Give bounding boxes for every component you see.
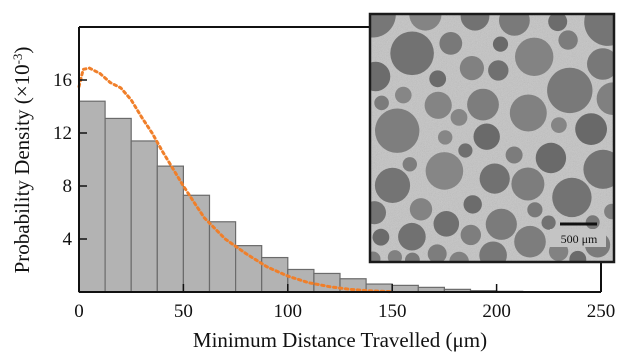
histogram-bar-2 bbox=[104, 117, 132, 293]
histogram-bar-6 bbox=[208, 221, 237, 293]
histogram-bar-10 bbox=[313, 272, 341, 293]
scale-bar-label-background bbox=[550, 229, 606, 247]
inset-border bbox=[368, 12, 616, 264]
inset-particle bbox=[409, 14, 442, 31]
histogram-bar-1 bbox=[78, 100, 106, 293]
inset-particle bbox=[402, 157, 417, 172]
inset-particle bbox=[479, 241, 507, 262]
x-tick-label-150: 150 bbox=[378, 301, 407, 322]
y-tick-label-4: 4 bbox=[63, 229, 73, 250]
inset-particle bbox=[375, 108, 420, 153]
inset-particle bbox=[584, 14, 614, 46]
density-curve-line bbox=[77, 66, 394, 294]
histogram-bar-5 bbox=[182, 194, 211, 293]
inset-particle bbox=[405, 252, 420, 262]
inset-particle bbox=[398, 222, 426, 251]
inset-particle bbox=[460, 14, 490, 31]
inset-particle bbox=[374, 167, 411, 203]
inset-particle bbox=[387, 250, 402, 262]
inset-particle bbox=[409, 198, 433, 221]
y-tick-label-16: 16 bbox=[53, 70, 72, 91]
y-tick-label-12: 12 bbox=[53, 123, 72, 144]
inset-particle bbox=[596, 82, 614, 115]
inset-particle bbox=[390, 31, 434, 76]
inset-particle bbox=[429, 70, 447, 88]
inset-particle bbox=[458, 143, 473, 158]
x-tick-label-100: 100 bbox=[274, 301, 303, 322]
x-tick-label-200: 200 bbox=[482, 301, 511, 322]
inset-particle bbox=[585, 215, 600, 230]
inset-particle bbox=[541, 215, 556, 230]
inset-particle bbox=[438, 130, 453, 145]
x-tick-label-50: 50 bbox=[174, 301, 193, 322]
inset-particle bbox=[479, 163, 510, 194]
inset-particle bbox=[370, 14, 396, 38]
inset-particle bbox=[460, 224, 481, 246]
inset-particle bbox=[370, 251, 381, 262]
inset-particle bbox=[509, 94, 547, 132]
x-tick-label-0: 0 bbox=[74, 301, 84, 322]
inset-particle bbox=[425, 152, 464, 190]
inset-particle bbox=[488, 60, 509, 81]
inset-particle bbox=[463, 195, 482, 214]
inset-particle bbox=[552, 177, 592, 218]
inset-particle bbox=[499, 14, 530, 36]
inset-particle bbox=[511, 167, 545, 201]
inset-particle bbox=[433, 211, 460, 237]
inset-particle bbox=[527, 202, 543, 218]
inset-particle bbox=[450, 109, 468, 126]
inset-particle bbox=[514, 225, 546, 258]
inset-particle bbox=[427, 244, 447, 262]
inset-particle bbox=[374, 95, 389, 111]
inset-particle bbox=[424, 91, 452, 119]
inset-particle bbox=[473, 123, 500, 150]
inset-particle bbox=[370, 201, 386, 225]
inset-particle bbox=[505, 146, 523, 164]
scale-bar-label: 500 μm bbox=[561, 232, 598, 246]
y-axis-ticks: 4 8 12 16 bbox=[53, 70, 87, 250]
inset-micrograph: 500 μm bbox=[368, 12, 616, 264]
histogram-bar-4 bbox=[156, 165, 185, 293]
inset-particle bbox=[449, 251, 469, 262]
inset-particle bbox=[492, 36, 509, 52]
inset-particle bbox=[558, 30, 578, 50]
x-axis-title: Minimum Distance Travelled (μm) bbox=[193, 328, 487, 352]
histogram-bar-3 bbox=[130, 140, 158, 293]
inset-particle bbox=[547, 67, 593, 114]
inset-particle bbox=[370, 61, 391, 92]
inset-particle bbox=[372, 228, 390, 246]
x-tick-label-250: 250 bbox=[587, 301, 616, 322]
inset-particle bbox=[485, 208, 517, 240]
inset-particle bbox=[395, 86, 412, 104]
inset-particle bbox=[548, 14, 568, 32]
inset-particle bbox=[535, 142, 567, 174]
histogram-bars bbox=[78, 100, 524, 293]
inset-particle bbox=[569, 250, 587, 262]
y-axis-title-exponent: -3 bbox=[10, 54, 25, 65]
inset-particle bbox=[604, 203, 614, 220]
y-axis-title: Probability Density (×10-3) bbox=[10, 47, 35, 274]
inset-particle bbox=[467, 88, 499, 121]
inset-particle bbox=[583, 149, 614, 189]
inset-particle bbox=[515, 37, 554, 76]
inset-particle bbox=[551, 117, 567, 133]
y-tick-label-8: 8 bbox=[63, 176, 73, 197]
inset-particle bbox=[439, 32, 463, 55]
inset-particles bbox=[370, 14, 614, 262]
inset-particle bbox=[459, 56, 484, 81]
histogram-bar-7 bbox=[235, 245, 263, 293]
inset-particle bbox=[575, 113, 607, 145]
inset-particle bbox=[587, 48, 614, 80]
x-axis-ticks: 0 50 100 150 200 250 bbox=[74, 284, 615, 322]
